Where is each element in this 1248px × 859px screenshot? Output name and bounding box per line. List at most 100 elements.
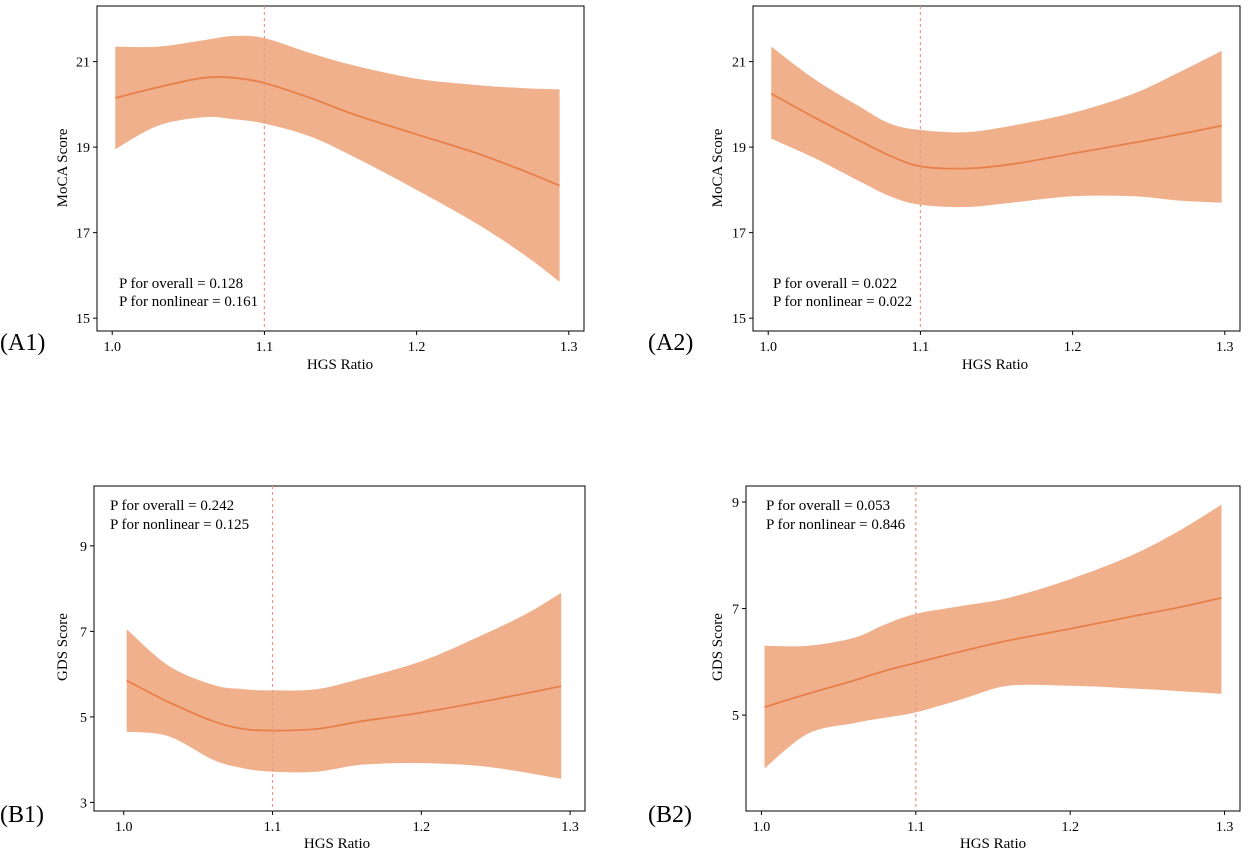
x-axis: 1.0 1.1 1.2 1.3 — [753, 811, 1234, 835]
panel-a1: 15 17 19 21 1.0 1.1 1.2 1.3 HGS Ratio Mo… — [0, 5, 585, 373]
y-tick: 15 — [732, 312, 753, 327]
x-tick-label: 1.3 — [561, 820, 579, 835]
annotation-line-1: P for overall = 0.128 — [119, 276, 243, 292]
y-axis: 3 5 7 9 — [80, 540, 94, 811]
plot-frame — [96, 5, 585, 332]
y-axis: 5 7 9 — [732, 496, 746, 724]
y-tick-label: 5 — [80, 711, 87, 726]
y-tick: 17 — [76, 227, 97, 242]
x-tick-label: 1.2 — [1061, 820, 1079, 835]
confidence-band — [764, 504, 1222, 769]
confidence-band — [771, 46, 1222, 208]
y-tick: 5 — [732, 709, 746, 724]
x-tick: 1.2 — [413, 811, 430, 835]
y-tick-label: 15 — [732, 312, 746, 327]
x-axis: 1.0 1.1 1.2 1.3 — [103, 331, 578, 355]
x-tick: 1.0 — [115, 811, 133, 835]
x-tick: 1.0 — [759, 331, 777, 355]
panel-label: (B2) — [648, 802, 692, 828]
x-tick: 1.1 — [912, 331, 930, 355]
y-tick-label: 3 — [80, 796, 87, 811]
y-tick: 7 — [732, 603, 746, 618]
y-tick: 7 — [80, 625, 94, 640]
x-tick-label: 1.0 — [759, 340, 777, 355]
x-axis-title: HGS Ratio — [960, 836, 1026, 852]
y-tick: 21 — [76, 56, 97, 71]
x-axis-title: HGS Ratio — [962, 357, 1028, 373]
panel-b2: 5 7 9 1.0 1.1 1.2 1.3 HGS Ratio GDS Scor… — [648, 485, 1241, 852]
plot-frame — [752, 5, 1241, 332]
annotation-line-1: P for overall = 0.242 — [110, 498, 234, 514]
x-tick: 1.3 — [560, 331, 578, 355]
annotation-line-1: P for overall = 0.053 — [766, 498, 890, 514]
y-tick-label: 9 — [732, 496, 739, 511]
y-tick-label: 7 — [732, 603, 739, 618]
x-tick-label: 1.1 — [907, 820, 925, 835]
y-tick-label: 7 — [80, 625, 87, 640]
x-tick-label: 1.2 — [408, 340, 426, 355]
x-tick-label: 1.3 — [560, 340, 578, 355]
panel-label: (B1) — [0, 802, 44, 828]
x-tick: 1.0 — [103, 331, 121, 355]
x-tick-label: 1.0 — [103, 340, 121, 355]
panel-label: (A1) — [0, 330, 45, 356]
x-axis: 1.0 1.1 1.2 1.3 — [115, 811, 579, 835]
confidence-band — [126, 592, 562, 779]
x-tick: 1.1 — [907, 811, 925, 835]
y-tick: 9 — [80, 540, 94, 555]
plot-frame — [93, 485, 586, 812]
x-tick: 1.2 — [1061, 811, 1079, 835]
y-axis-title: GDS Score — [710, 613, 726, 681]
y-tick-label: 21 — [732, 56, 746, 71]
y-tick-label: 21 — [76, 56, 90, 71]
y-tick-label: 17 — [732, 227, 746, 242]
x-tick-label: 1.1 — [264, 820, 282, 835]
x-tick-label: 1.1 — [256, 340, 274, 355]
annotation-line-1: P for overall = 0.022 — [773, 276, 897, 292]
x-axis: 1.0 1.1 1.2 1.3 — [759, 331, 1234, 355]
x-tick: 1.2 — [1064, 331, 1082, 355]
y-tick-label: 15 — [76, 312, 90, 327]
plot-frame — [745, 485, 1241, 812]
x-tick: 1.0 — [753, 811, 771, 835]
panel-b1: 3 5 7 9 1.0 1.1 1.2 1.3 HGS Ratio GDS Sc… — [0, 485, 586, 852]
y-tick: 21 — [732, 56, 753, 71]
y-tick: 19 — [76, 141, 97, 156]
x-tick-label: 1.3 — [1216, 340, 1234, 355]
x-axis-title: HGS Ratio — [304, 836, 370, 852]
y-axis-title: MoCA Score — [710, 128, 726, 207]
y-axis: 15 17 19 21 — [76, 56, 97, 327]
y-tick-label: 19 — [732, 141, 746, 156]
fit-line — [126, 679, 562, 732]
y-tick: 19 — [732, 141, 753, 156]
annotation-line-2: P for nonlinear = 0.161 — [119, 294, 258, 310]
panel-a2: 15 17 19 21 1.0 1.1 1.2 1.3 HGS Ratio Mo… — [648, 5, 1241, 373]
y-tick: 9 — [732, 496, 746, 511]
annotation-line-2: P for nonlinear = 0.022 — [773, 294, 912, 310]
fit-line — [770, 92, 1222, 170]
x-tick: 1.1 — [264, 811, 282, 835]
x-tick-label: 1.0 — [115, 820, 133, 835]
x-tick: 1.3 — [1216, 811, 1234, 835]
x-tick: 1.3 — [561, 811, 579, 835]
y-tick: 15 — [76, 312, 97, 327]
y-axis-title: GDS Score — [55, 613, 71, 681]
x-tick-label: 1.1 — [912, 340, 930, 355]
x-tick-label: 1.3 — [1216, 820, 1234, 835]
x-tick: 1.1 — [256, 331, 274, 355]
x-tick-label: 1.2 — [1064, 340, 1082, 355]
panel-label: (A2) — [648, 330, 693, 356]
y-tick-label: 19 — [76, 141, 90, 156]
confidence-band — [115, 35, 560, 282]
y-tick-label: 5 — [732, 709, 739, 724]
y-tick: 17 — [732, 227, 753, 242]
x-axis-title: HGS Ratio — [307, 357, 373, 373]
y-tick-label: 9 — [80, 540, 87, 555]
x-tick-label: 1.0 — [753, 820, 771, 835]
y-axis-title: MoCA Score — [55, 128, 71, 207]
y-tick: 3 — [80, 796, 94, 811]
x-tick: 1.3 — [1216, 331, 1234, 355]
y-tick: 5 — [80, 711, 94, 726]
y-tick-label: 17 — [76, 227, 90, 242]
